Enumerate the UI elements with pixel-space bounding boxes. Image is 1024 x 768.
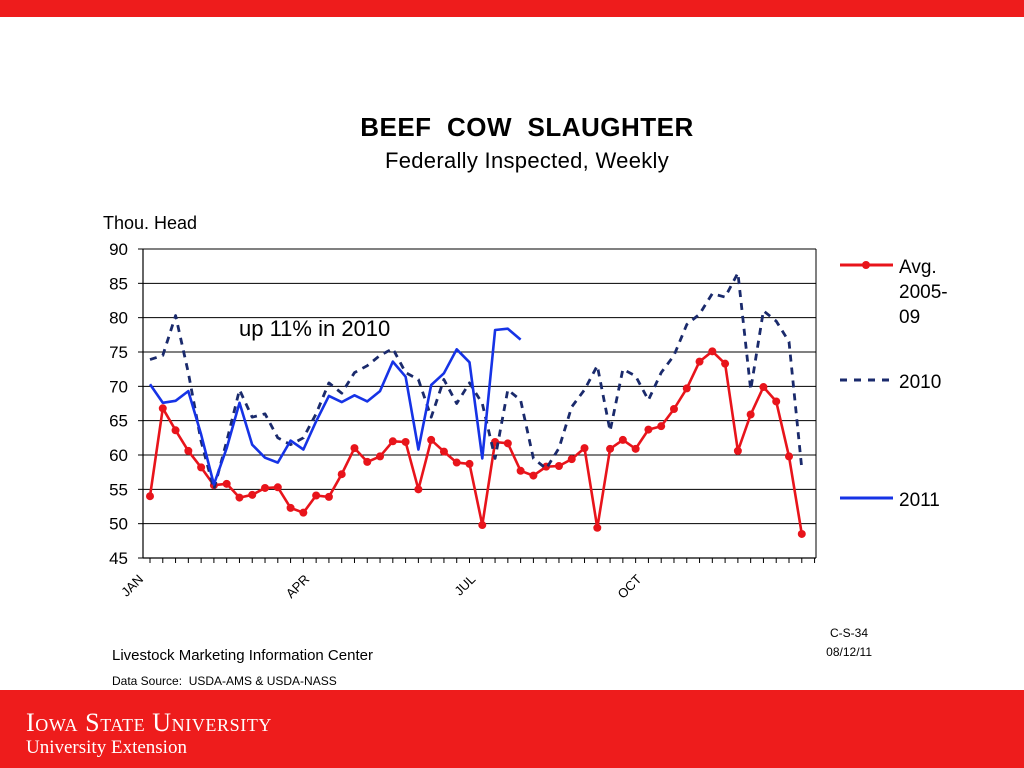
- y-tick-label: 60: [109, 446, 128, 465]
- series-point-0: [401, 437, 410, 446]
- legend-label-0: Avg. 2005-09: [899, 257, 948, 328]
- series-point-0: [337, 470, 346, 479]
- series-point-0: [593, 523, 602, 532]
- x-tick-label: APR: [283, 572, 313, 602]
- x-tick-label: JUL: [451, 572, 478, 599]
- series-point-0: [388, 437, 397, 446]
- series-point-0: [580, 444, 589, 453]
- slide-date: 08/12/11: [826, 645, 872, 659]
- series-point-0: [197, 463, 206, 472]
- series-point-0: [503, 439, 512, 448]
- series-point-0: [516, 466, 525, 475]
- series-point-0: [618, 435, 627, 444]
- series-point-0: [554, 461, 563, 470]
- x-tick-label: JAN: [118, 572, 146, 600]
- x-tick-label: OCT: [615, 571, 645, 601]
- y-tick-label: 65: [109, 412, 128, 431]
- series-point-0: [695, 357, 704, 366]
- series-point-0: [631, 444, 640, 453]
- y-tick-label: 75: [109, 343, 128, 362]
- series-point-0: [376, 452, 385, 461]
- footer-data-source: Data Source: USDA-AMS & USDA-NASS: [112, 674, 337, 688]
- footer-red-band: [0, 690, 1024, 768]
- series-point-0: [644, 425, 653, 434]
- series-point-0: [286, 503, 295, 512]
- series-point-0: [785, 452, 793, 461]
- series-point-0: [708, 347, 717, 356]
- series-point-0: [657, 422, 666, 431]
- top-red-bar: [0, 0, 1024, 17]
- y-tick-label: 45: [109, 549, 128, 568]
- series-point-0: [235, 493, 244, 502]
- series-point-0: [682, 384, 691, 393]
- series-point-0: [299, 508, 308, 517]
- series-point-0: [606, 444, 615, 453]
- y-tick-label: 55: [109, 480, 128, 499]
- series-point-0: [529, 471, 538, 480]
- y-tick-label: 85: [109, 274, 128, 293]
- series-point-0: [721, 359, 730, 368]
- series-point-0: [312, 491, 321, 500]
- series-point-0: [414, 485, 423, 494]
- series-point-0: [478, 521, 487, 530]
- series-point-0: [669, 404, 678, 413]
- series-point-0: [746, 410, 755, 419]
- footer-organization: Livestock Marketing Information Center: [112, 647, 373, 664]
- series-point-0: [184, 446, 193, 455]
- series-point-0: [772, 397, 781, 406]
- y-tick-label: 70: [109, 377, 128, 396]
- series-point-0: [797, 529, 806, 538]
- series-point-0: [427, 435, 436, 444]
- university-logo-subtitle: University Extension: [26, 737, 187, 758]
- chart-subtitle: Federally Inspected, Weekly: [384, 148, 670, 173]
- chart-annotation: up 11% in 2010: [239, 316, 390, 341]
- series-point-0: [452, 458, 461, 467]
- series-point-0: [363, 457, 372, 466]
- y-tick-label: 50: [109, 515, 128, 534]
- slide-code: C-S-34: [829, 626, 868, 640]
- series-line-2: [148, 327, 522, 486]
- y-tick-label: 90: [109, 240, 128, 259]
- series-point-0: [146, 492, 154, 501]
- series-point-0: [222, 479, 231, 488]
- series-point-0: [324, 492, 333, 501]
- series-point-0: [465, 459, 474, 468]
- series-point-0: [439, 447, 448, 456]
- series-point-0: [273, 483, 282, 492]
- y-tick-label: 80: [109, 309, 128, 328]
- legend-marker-0: [862, 261, 870, 269]
- university-logo-name: Iowa State University: [26, 708, 273, 737]
- series-point-0: [567, 455, 576, 464]
- series-point-0: [158, 404, 167, 413]
- y-axis-label: Thou. Head: [103, 213, 197, 233]
- chart-title: BEEF COW SLAUGHTER: [360, 112, 694, 142]
- series-point-0: [759, 383, 768, 392]
- series-point-0: [350, 444, 359, 453]
- legend-label-1: 2010: [899, 372, 941, 393]
- beef-cow-slaughter-chart: Thou. Head 45 50 55 60 65 70 75 80 85 90 JAN APR JUL O…: [103, 213, 948, 602]
- series-line-1: [149, 271, 804, 491]
- series-point-0: [733, 446, 742, 455]
- legend-label-2: 2011: [899, 490, 940, 511]
- series-point-0: [261, 483, 270, 492]
- series-line-0: [148, 349, 804, 535]
- series-point-0: [248, 490, 257, 499]
- series-point-0: [171, 426, 180, 435]
